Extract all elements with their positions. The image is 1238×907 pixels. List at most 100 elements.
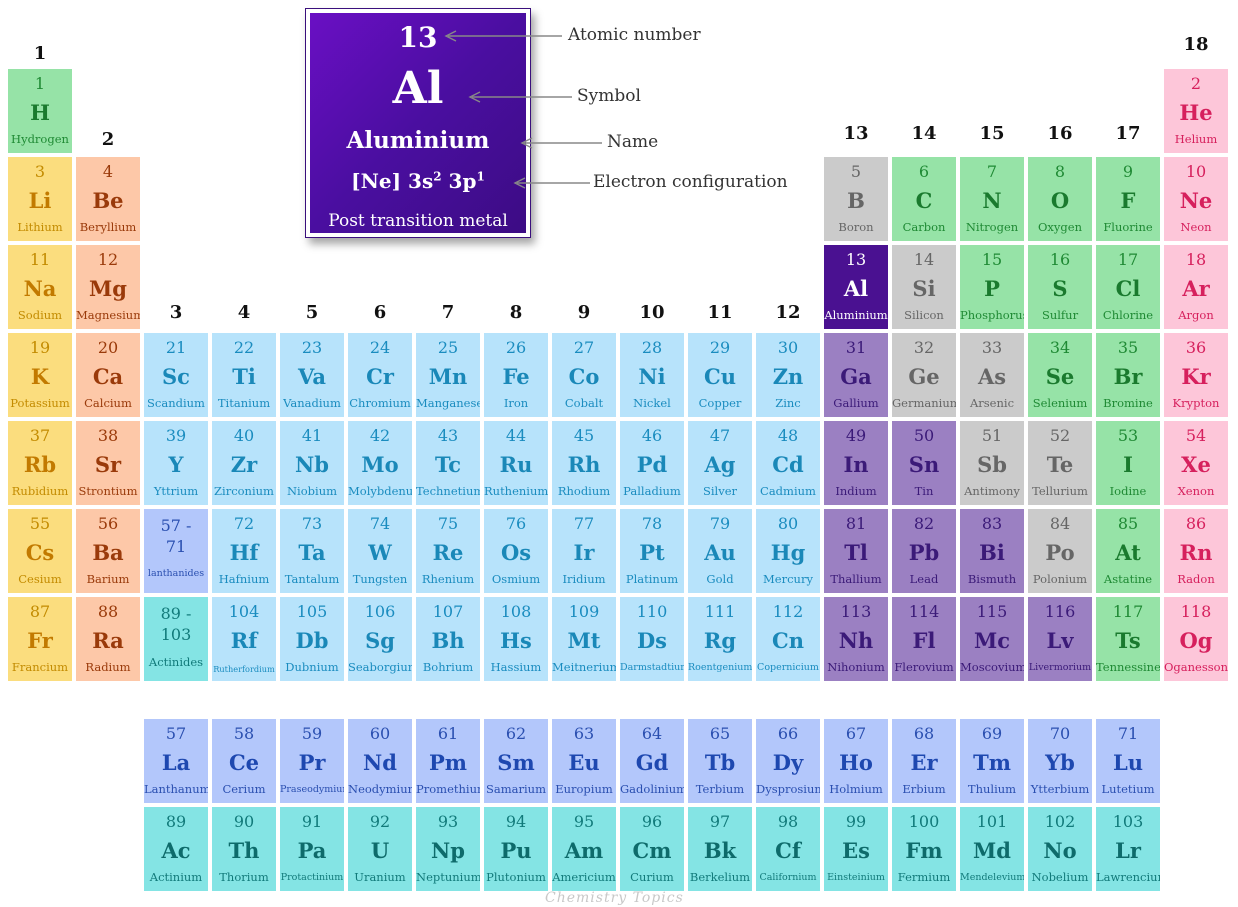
element-cell-b: 5 B Boron <box>824 157 888 241</box>
element-name: Meitnerium <box>552 660 616 674</box>
element-cell-zn: 30 Zn Zinc <box>756 333 820 417</box>
element-name: Gold <box>706 572 734 586</box>
element-name: Nihonium <box>827 660 885 674</box>
element-name: Barium <box>86 572 130 586</box>
element-cell-np: 93 Np Neptunium <box>416 807 480 891</box>
element-name: Zinc <box>775 396 801 410</box>
element-symbol: Rh <box>567 452 601 477</box>
element-name: Technetium <box>416 484 480 498</box>
atomic-number: 73 <box>301 514 323 533</box>
element-symbol: Ne <box>1179 188 1213 213</box>
atomic-number: 7 <box>986 162 998 181</box>
group-number-16: 16 <box>1047 123 1073 144</box>
element-symbol: W <box>368 540 392 565</box>
element-symbol: Mg <box>89 276 127 301</box>
element-name: Vanadium <box>283 396 341 410</box>
atomic-number: 86 <box>1185 514 1207 533</box>
atomic-number: 99 <box>845 812 867 831</box>
atomic-number: 69 <box>981 724 1003 743</box>
element-cell-i: 53 I Iodine <box>1096 421 1160 505</box>
element-name: Tantalum <box>284 572 340 586</box>
element-symbol: Os <box>500 540 532 565</box>
element-name: Silver <box>702 484 738 498</box>
atomic-number: 12 <box>97 250 119 269</box>
legend-symbol: Al <box>392 63 444 114</box>
element-symbol: Lr <box>1115 838 1141 863</box>
atomic-number: 84 <box>1049 514 1071 533</box>
element-cell-au: 79 Au Gold <box>688 509 752 593</box>
element-symbol: Mt <box>567 628 601 653</box>
atomic-number: 9 <box>1122 162 1134 181</box>
element-cell-es: 99 Es Einsteinium <box>824 807 888 891</box>
element-symbol: Ce <box>228 750 260 775</box>
element-symbol: Nh <box>838 628 874 653</box>
element-name: Selenium <box>1032 396 1088 410</box>
atomic-number: 97 <box>709 812 731 831</box>
element-symbol: La <box>161 750 191 775</box>
atomic-number: 93 <box>437 812 459 831</box>
element-name: Boron <box>838 220 874 234</box>
element-name: Mendelevium <box>960 872 1024 883</box>
atomic-number: 6 <box>918 162 930 181</box>
atomic-number: 52 <box>1049 426 1071 445</box>
element-name: Americium <box>552 870 616 884</box>
element-symbol: Yb <box>1045 750 1075 775</box>
element-cell-br: 35 Br Bromine <box>1096 333 1160 417</box>
atomic-number: 61 <box>437 724 459 743</box>
atomic-number: 21 <box>165 338 187 357</box>
atomic-number: 100 <box>908 812 940 831</box>
element-name: Polonium <box>1032 572 1088 586</box>
atomic-number: 62 <box>505 724 527 743</box>
element-name: Xenon <box>1177 484 1215 498</box>
element-symbol: Ar <box>1182 276 1210 301</box>
atomic-number: 22 <box>233 338 255 357</box>
atomic-number: 36 <box>1185 338 1207 357</box>
element-name: Einsteinium <box>827 872 885 883</box>
element-cell-og: 118 Og Oganesson <box>1164 597 1228 681</box>
element-name: Lawrencium <box>1096 870 1160 884</box>
atomic-number: 102 <box>1044 812 1076 831</box>
element-name: Oganesson <box>1164 660 1228 674</box>
element-cell-kr: 36 Kr Krypton <box>1164 333 1228 417</box>
element-cell-md: 101 Md Mendelevium <box>960 807 1024 891</box>
element-cell-ba: 56 Ba Barium <box>76 509 140 593</box>
element-name: Moscovium <box>960 660 1024 674</box>
element-name: Oxygen <box>1038 220 1082 234</box>
group-number-10: 10 <box>639 302 665 323</box>
element-symbol: Ba <box>92 540 124 565</box>
element-symbol: Db <box>295 628 329 653</box>
element-name: Lead <box>909 572 939 586</box>
element-symbol: P <box>984 276 1000 301</box>
element-name: Argon <box>1178 308 1214 322</box>
element-name: Californium <box>759 872 817 883</box>
atomic-number: 45 <box>573 426 595 445</box>
element-name: Niobium <box>286 484 337 498</box>
atomic-number: 63 <box>573 724 595 743</box>
element-cell-mt: 109 Mt Meitnerium <box>552 597 616 681</box>
element-symbol: Ru <box>499 452 533 477</box>
atomic-number: 70 <box>1049 724 1071 743</box>
element-symbol: Re <box>432 540 464 565</box>
element-name: Rhenium <box>421 572 475 586</box>
element-cell-cf: 98 Cf Californium <box>756 807 820 891</box>
atomic-number: 89 <box>165 812 187 831</box>
element-name: Bismuth <box>967 572 1017 586</box>
element-symbol: Pd <box>636 452 668 477</box>
element-name: Terbium <box>695 782 745 796</box>
element-name: Mercury <box>763 572 813 586</box>
element-name: Chromium <box>349 396 411 410</box>
atomic-number: 105 <box>296 602 328 621</box>
element-cell-rn: 86 Rn Radon <box>1164 509 1228 593</box>
element-name: Neon <box>1180 220 1212 234</box>
atomic-number: 58 <box>233 724 255 743</box>
element-symbol: Ts <box>1115 628 1141 653</box>
element-cell-zr: 40 Zr Zirconium <box>212 421 276 505</box>
element-symbol: Rf <box>230 628 258 653</box>
element-name: Beryllium <box>79 220 137 234</box>
element-cell-am: 95 Am Americium <box>552 807 616 891</box>
element-name: Holmium <box>829 782 883 796</box>
element-name: Ytterbium <box>1030 782 1090 796</box>
element-symbol: Lu <box>1112 750 1144 775</box>
element-cell-rb: 37 Rb Rubidium <box>8 421 72 505</box>
config-superscript: 1 <box>476 169 485 184</box>
